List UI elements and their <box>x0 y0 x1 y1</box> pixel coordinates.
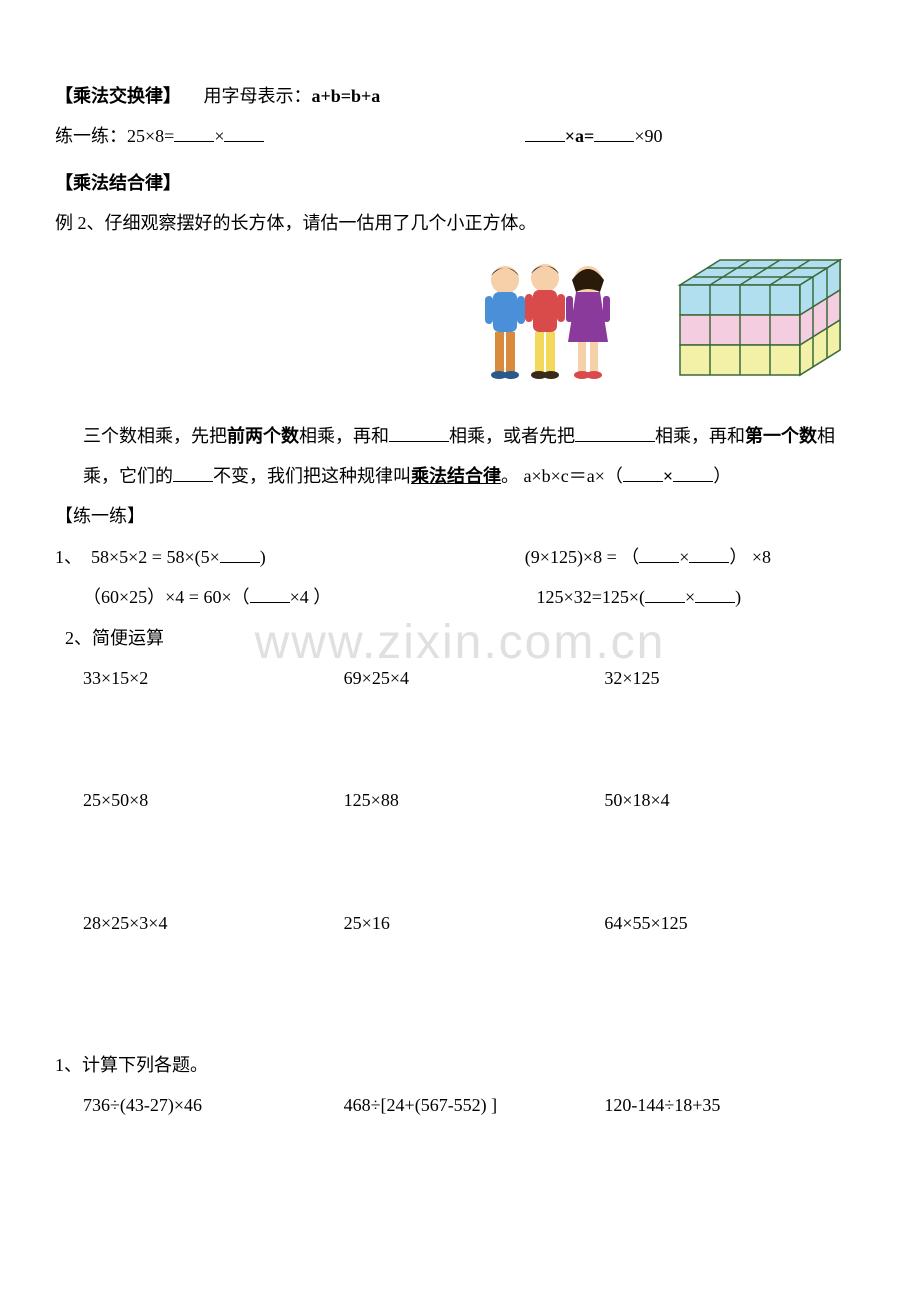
rule-line2: 乘，它们的 不变，我们把这种规律叫乘法结合律。 a×b×c＝a×（ × ） <box>55 460 865 492</box>
rule-t3: 相乘，再和 <box>299 426 389 446</box>
r1c: 32×125 <box>604 662 865 694</box>
q1d-mid: × <box>685 587 695 607</box>
rule-t12: × <box>663 466 673 486</box>
blank <box>173 462 213 482</box>
practice2-q2-label: 2、简便运算 <box>55 622 865 654</box>
blank <box>639 543 679 563</box>
page-content: 【乘法交换律】 用字母表示：a+b=b+a 练一练：25×8=× ×a=×90 … <box>55 80 865 1122</box>
section1-formula: a+b=b+a <box>312 86 381 106</box>
r3a: 28×25×3×4 <box>83 907 344 939</box>
rule-line1: 三个数相乘，先把前两个数相乘，再和相乘，或者先把相乘，再和第一个数相 <box>55 420 865 452</box>
q1a-text: 58×5×2 = 58×(5× <box>91 547 220 567</box>
r1b: 69×25×4 <box>344 662 605 694</box>
blank <box>174 123 214 143</box>
rule-t11: 。 a×b×c＝a×（ <box>501 466 623 486</box>
children-illustration <box>460 250 630 400</box>
rule-t13: ） <box>713 466 731 486</box>
example2-line: 例 2、仔细观察摆好的长方体，请估一估用了几个小正方体。 <box>55 207 865 239</box>
rule-t4: 相乘，或者先把 <box>449 426 575 446</box>
r2b: 125×88 <box>344 784 605 816</box>
rule-t9: 不变，我们把这种规律叫 <box>213 466 411 486</box>
calc-c: 120-144÷18+35 <box>604 1089 865 1121</box>
practice2-q1a: 1、 58×5×2 = 58×(5×) <box>55 541 525 573</box>
calc-row2: 25×50×8 125×88 50×18×4 <box>55 784 865 816</box>
blank <box>673 462 713 482</box>
practice1-row: 练一练：25×8= × ×a= ×90 <box>55 120 865 152</box>
practice2-title: 【练一练】 <box>55 500 865 532</box>
q1c-end: ×4 ） <box>290 587 332 607</box>
r1a: 33×15×2 <box>83 662 344 694</box>
calc-label-text: 1、计算下列各题。 <box>55 1055 208 1075</box>
q1b-end: ） ×8 <box>729 547 771 567</box>
q1c-start: （60×25）×4 = 60×（ <box>83 587 250 607</box>
practice2-q1b: (9×125)×8 = （ × ） ×8 <box>525 541 865 573</box>
practice2-q1-row2: （60×25）×4 = 60×（ ×4 ） 125×32=125×( ×) <box>55 581 865 613</box>
blank <box>623 462 663 482</box>
calc-row1: 33×15×2 69×25×4 32×125 <box>55 662 865 694</box>
section2-heading: 【乘法结合律】 <box>55 167 865 199</box>
blank <box>525 123 565 143</box>
q1b-start: (9×125)×8 = （ <box>525 547 639 567</box>
rule-t8: 乘，它们的 <box>83 466 173 486</box>
calc-section-label: 1、计算下列各题。 <box>55 1049 865 1081</box>
blank <box>575 422 655 442</box>
practice1-q2: ×a= ×90 <box>525 120 865 152</box>
practice1-q1-mid: × <box>214 126 224 146</box>
blank <box>224 123 264 143</box>
rule-t5: 相乘，再和 <box>655 426 745 446</box>
q1a-end: ) <box>260 547 266 567</box>
r2a: 25×50×8 <box>83 784 344 816</box>
r3c: 64×55×125 <box>604 907 865 939</box>
blank <box>695 583 735 603</box>
calc-final-row: 736÷(43-27)×46 468÷[24+(567-552) ] 120-1… <box>55 1089 865 1121</box>
r2c: 50×18×4 <box>604 784 865 816</box>
section1-title: 【乘法交换律】 <box>55 86 181 106</box>
practice2-q1c: （60×25）×4 = 60×（ ×4 ） <box>83 581 537 613</box>
blank <box>594 123 634 143</box>
example2-text: 仔细观察摆好的长方体，请估一估用了几个小正方体。 <box>105 213 537 233</box>
blank <box>689 543 729 563</box>
cube-illustration <box>670 250 845 390</box>
practice1-q1: 练一练：25×8= × <box>55 120 525 152</box>
blank <box>220 543 260 563</box>
rule-t6: 第一个数 <box>745 426 817 446</box>
q1d-end: ) <box>735 587 741 607</box>
practice1-label: 练一练： <box>55 126 127 146</box>
example2-label: 例 2、 <box>55 213 105 233</box>
rule-t1: 三个数相乘，先把 <box>83 426 227 446</box>
figures-row <box>55 250 865 400</box>
rule-t2: 前两个数 <box>227 426 299 446</box>
q1-label: 1、 <box>55 547 82 567</box>
rule-t7: 相 <box>817 426 835 446</box>
q1d-start: 125×32=125×( <box>537 587 645 607</box>
practice1-q1-prefix: 25×8= <box>127 126 174 146</box>
section2-title: 【乘法结合律】 <box>55 173 181 193</box>
practice2-q1d: 125×32=125×( ×) <box>537 581 865 613</box>
r3b: 25×16 <box>344 907 605 939</box>
rule-t10: 乘法结合律 <box>411 466 501 486</box>
practice1-q2-suffix: ×90 <box>634 126 662 146</box>
q2-label-text: 2、简便运算 <box>65 628 164 648</box>
blank <box>645 583 685 603</box>
calc-row3: 28×25×3×4 25×16 64×55×125 <box>55 907 865 939</box>
blank <box>250 583 290 603</box>
calc-a: 736÷(43-27)×46 <box>83 1089 344 1121</box>
calc-b: 468÷[24+(567-552) ] <box>344 1089 605 1121</box>
section1-subtitle: 用字母表示： <box>204 86 312 106</box>
q1b-mid: × <box>679 547 689 567</box>
section1-heading: 【乘法交换律】 用字母表示：a+b=b+a <box>55 80 865 112</box>
practice1-q2-mid: ×a= <box>565 126 595 146</box>
blank <box>389 422 449 442</box>
practice2-q1-row1: 1、 58×5×2 = 58×(5×) (9×125)×8 = （ × ） ×8 <box>55 541 865 573</box>
practice2-title-text: 【练一练】 <box>55 506 145 526</box>
